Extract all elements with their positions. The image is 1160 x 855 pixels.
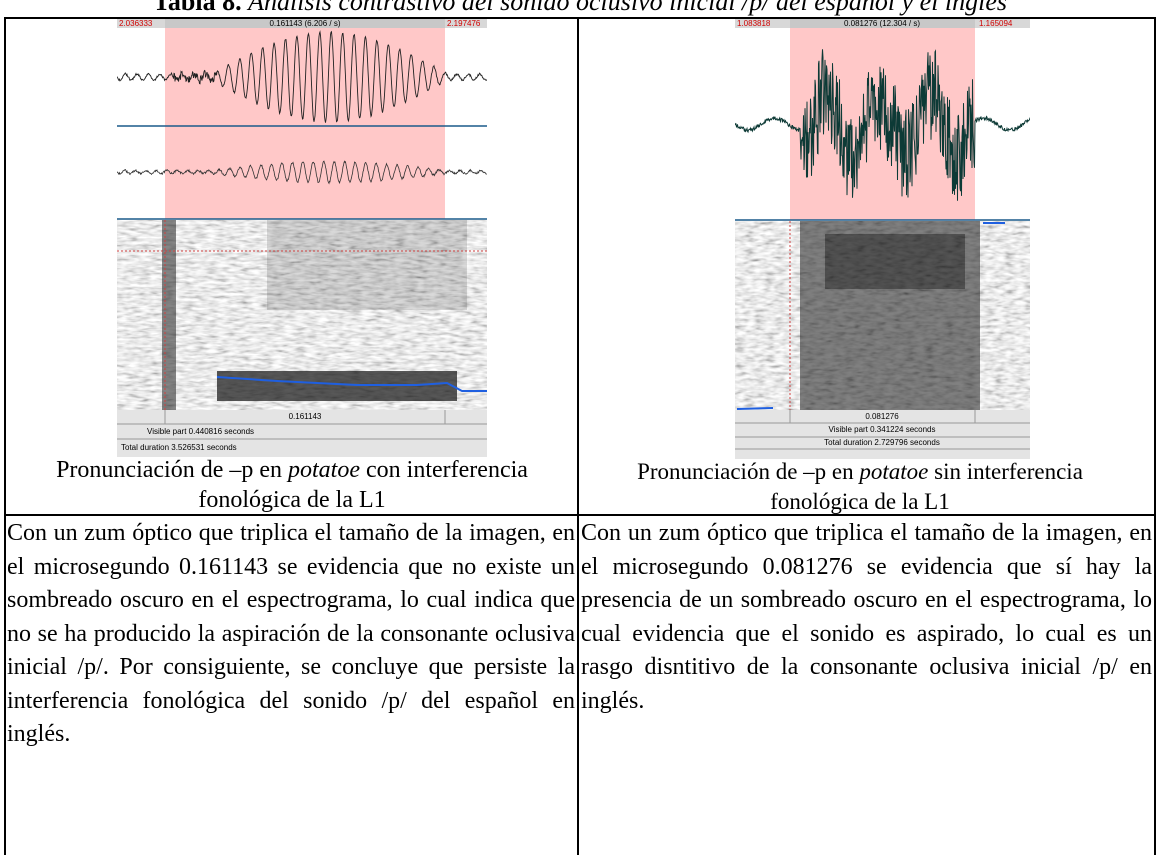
selection xyxy=(165,28,445,219)
pitch-track xyxy=(737,408,773,409)
cursor-time: 0.081276 xyxy=(865,412,899,421)
spectrogram-shade xyxy=(267,220,467,310)
caption-text: Pronunciación de –p en xyxy=(637,459,859,484)
page: Tabla 8. Análisis contrastivo del sonido… xyxy=(0,0,1160,855)
border xyxy=(4,17,6,855)
caption-text: Pronunciación de –p en xyxy=(56,457,288,483)
selection-time: 0.161143 (6.206 / s) xyxy=(269,19,340,28)
caption-italic: potatoe xyxy=(288,457,360,483)
spectrogram-figure: 1.083818 0.081276 (12.304 / s) 1.165094 … xyxy=(735,19,1030,459)
figure-caption: Pronunciación de –p en potatoe con inter… xyxy=(10,455,574,515)
caption-label: Tabla 8. xyxy=(153,0,242,16)
spectrogram-shade xyxy=(825,234,965,289)
figure-caption: Pronunciación de –p en potatoe sin inter… xyxy=(610,457,1110,517)
description: Con un zum óptico que triplica el tamaño… xyxy=(7,517,575,752)
total-duration: Total duration 2.729796 seconds xyxy=(824,438,940,447)
description: Con un zum óptico que triplica el tamaño… xyxy=(581,517,1152,718)
border xyxy=(1154,17,1156,855)
spectrogram-shade xyxy=(162,220,176,410)
selection-time: 0.081276 (12.304 / s) xyxy=(844,19,920,28)
start-time: 1.083818 xyxy=(737,19,771,28)
spectrogram-shade xyxy=(217,371,457,401)
total-duration: Total duration 3.526531 seconds xyxy=(121,443,237,452)
visible-part: Visible part 0.341224 seconds xyxy=(828,425,935,434)
caption-title: Análisis contrastivo del sonido oclusivo… xyxy=(248,0,1007,16)
start-time: 2.036333 xyxy=(119,19,153,28)
caption-italic: potatoe xyxy=(859,459,928,484)
visible-part: Visible part 0.440816 seconds xyxy=(147,427,254,436)
end-time: 1.165094 xyxy=(979,19,1013,28)
table-caption: Tabla 8. Análisis contrastivo del sonido… xyxy=(0,0,1160,17)
border xyxy=(577,17,579,855)
end-time: 2.197476 xyxy=(447,19,481,28)
spectrogram-figure: 2.036333 0.161143 (6.206 / s) 2.197476 0… xyxy=(117,19,487,457)
cursor-time: 0.161143 xyxy=(289,412,322,421)
